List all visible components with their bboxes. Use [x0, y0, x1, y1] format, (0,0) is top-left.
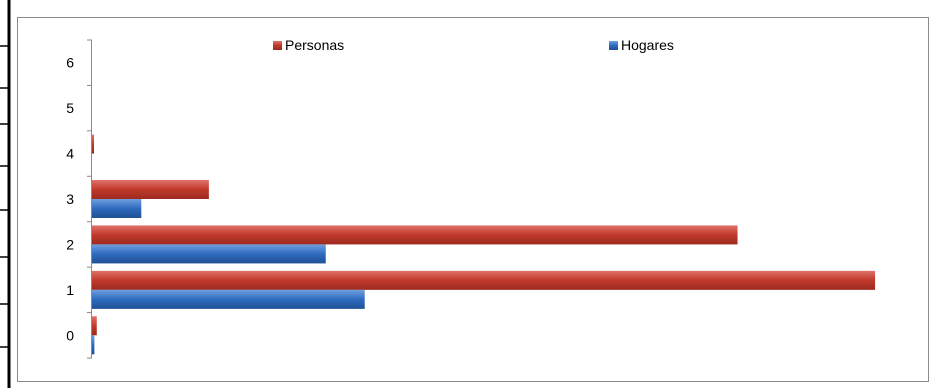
bar-personas-2 [92, 225, 738, 245]
legend: Personas Hogares [273, 37, 674, 53]
bar-hogares-0 [92, 335, 95, 355]
legend-swatch-personas [273, 41, 282, 50]
legend-label-personas: Personas [285, 37, 344, 53]
y-tick-label-4: 4 [66, 146, 74, 162]
bars [92, 134, 876, 355]
bar-hogares-2 [92, 244, 326, 264]
y-tick-label-5: 5 [66, 100, 74, 116]
y-tick-label-6: 6 [66, 55, 74, 71]
y-axis-ticks [87, 39, 92, 359]
y-tick-label-0: 0 [66, 327, 74, 343]
bar-personas-1 [92, 270, 876, 290]
y-tick-label-1: 1 [66, 282, 74, 298]
y-tick-label-3: 3 [66, 191, 74, 207]
y-tick-label-2: 2 [66, 236, 74, 252]
legend-swatch-hogares [609, 41, 618, 50]
y-tick-labels: 0 1 2 3 4 5 6 [66, 55, 74, 344]
bar-personas-3 [92, 180, 209, 199]
left-edge-rule [0, 0, 11, 388]
bar-hogares-1 [92, 289, 365, 309]
chart-border [17, 17, 929, 382]
bar-hogares-3 [92, 199, 142, 218]
legend-label-hogares: Hogares [621, 37, 674, 53]
bar-personas-0 [92, 316, 97, 336]
bar-personas-4 [92, 134, 94, 154]
